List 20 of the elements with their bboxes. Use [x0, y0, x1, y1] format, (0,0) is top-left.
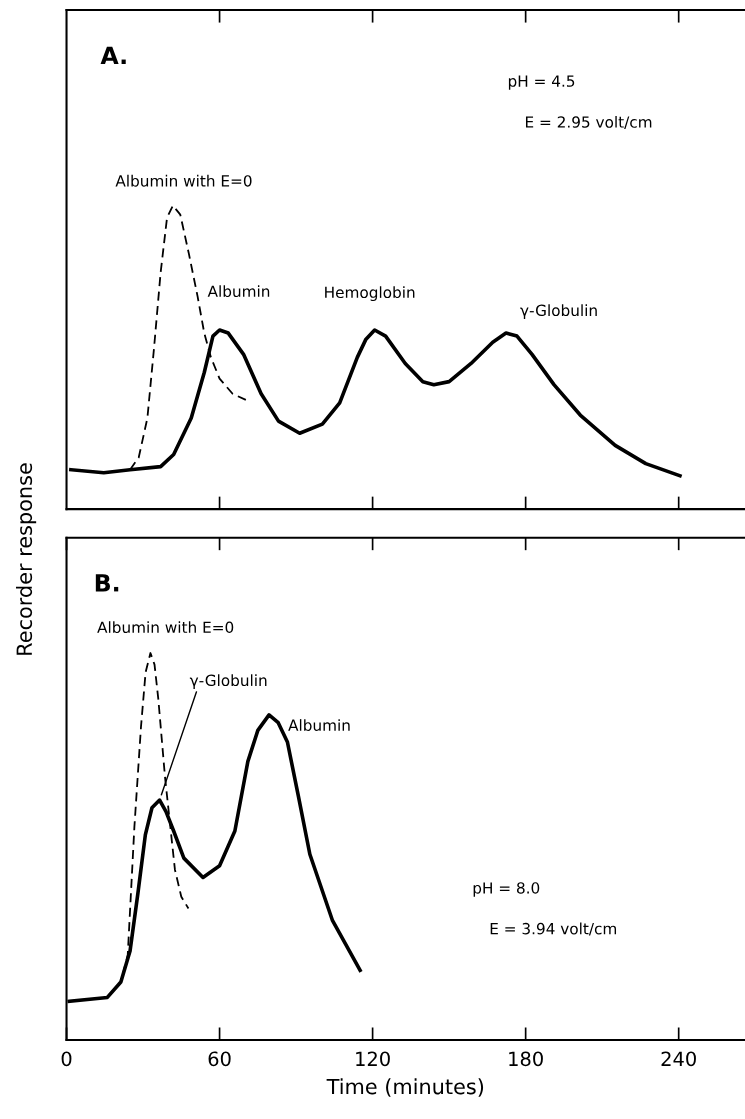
annotation: Albumin — [207, 285, 270, 298]
annotation: E = 3.94 volt/cm — [490, 922, 617, 936]
text: Albumin with E=0 — [115, 174, 252, 187]
annotation: Hemoglobin — [325, 286, 415, 302]
text: A. — [100, 46, 126, 64]
annotation: pH = 8.0 — [473, 882, 540, 897]
x-tick-label: 0 — [61, 1051, 72, 1067]
x-axis-title: Time (minutes) — [326, 1078, 484, 1097]
annotation: γ-Globulin — [520, 304, 597, 320]
text: pH = 4.5 — [508, 75, 575, 90]
x-tick-label: 240 — [661, 1051, 696, 1067]
annotation: Albumin — [288, 719, 350, 731]
x-tick-label: 180 — [509, 1051, 543, 1067]
annotation: γ-Globulin — [189, 674, 267, 690]
x-tick-label: 120 — [356, 1051, 390, 1067]
text: E = 2.95 volt/cm — [526, 115, 652, 129]
text: Albumin with E=0 — [97, 621, 234, 634]
y-axis-title: Recorder response — [15, 463, 37, 655]
text: B. — [95, 574, 119, 592]
x-tick-label: 60 — [208, 1051, 231, 1067]
